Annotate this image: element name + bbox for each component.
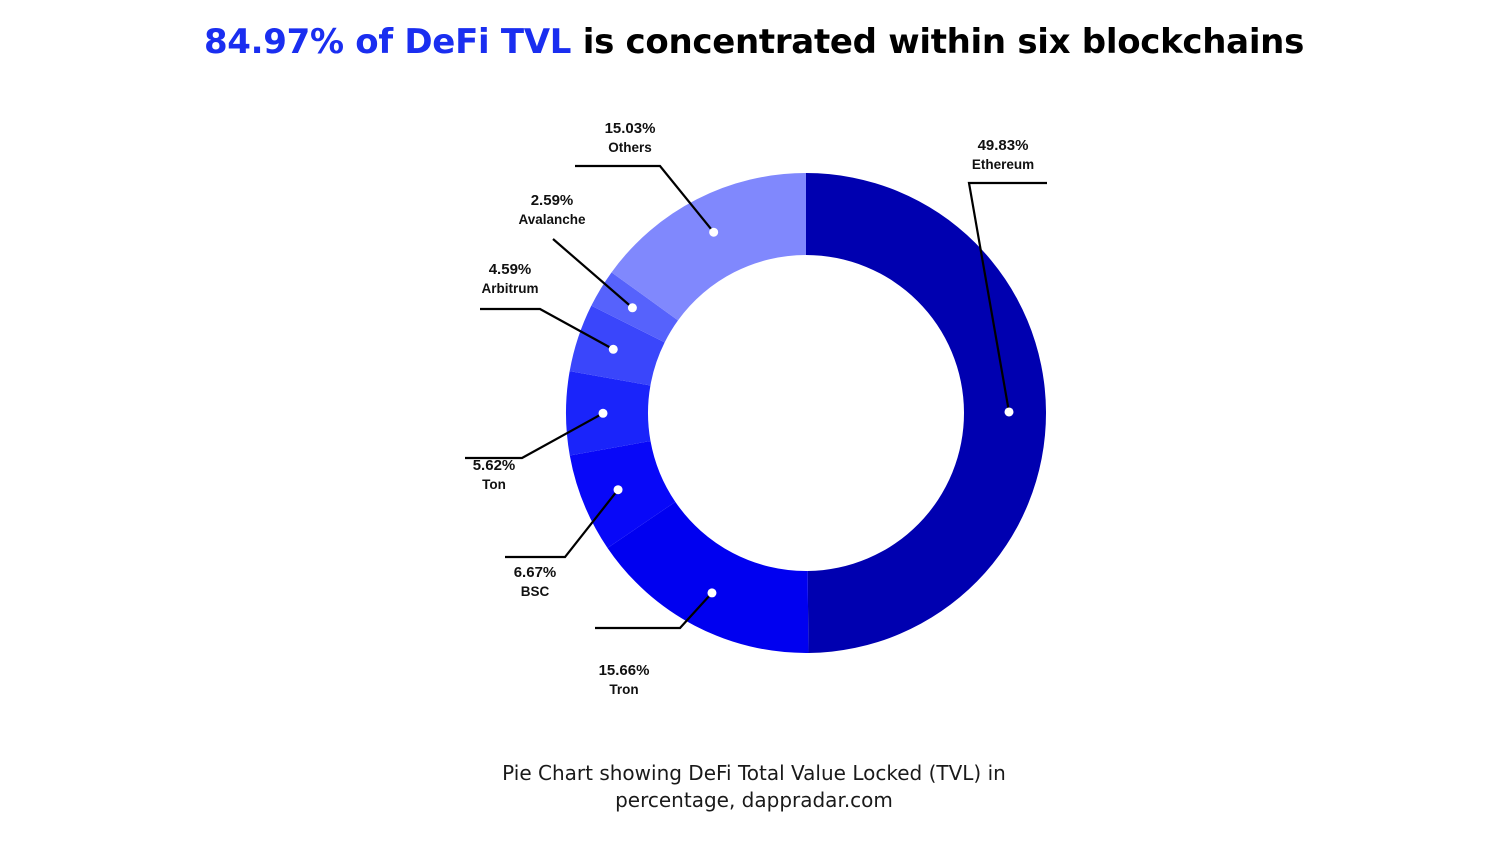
- leader-line-arbitrum: [480, 307, 614, 351]
- leader-dot-ethereum: [1004, 407, 1014, 417]
- slice-name-label-arbitrum: Arbitrum: [482, 281, 539, 296]
- slice-name-label-ton: Ton: [482, 477, 506, 492]
- chart-caption: Pie Chart showing DeFi Total Value Locke…: [0, 760, 1508, 814]
- leader-dot-tron: [707, 588, 717, 598]
- slice-value-label-tron: 15.66%: [599, 662, 650, 679]
- slice-ethereum: [806, 172, 1047, 653]
- slice-name-label-avalanche: Avalanche: [518, 212, 586, 227]
- slice-value-label-arbitrum: 4.59%: [489, 261, 532, 278]
- leader-line-avalanche: [552, 238, 634, 309]
- slice-arbitrum: [569, 305, 665, 386]
- leader-dot-avalanche: [627, 303, 637, 313]
- slice-ton: [566, 371, 651, 456]
- chart-title-highlight: 84.97% of DeFi TVL: [203, 22, 572, 62]
- slice-name-label-ethereum: Ethereum: [972, 157, 1034, 172]
- chart-title: 84.97% of DeFi TVL is concentrated withi…: [0, 22, 1508, 62]
- slice-value-label-ton: 5.62%: [473, 457, 516, 474]
- caption-line-2: percentage, dappradar.com: [615, 788, 893, 812]
- slice-value-label-others: 15.03%: [605, 120, 656, 137]
- leader-line-tron: [595, 592, 713, 630]
- slice-value-label-bsc: 6.67%: [514, 564, 557, 581]
- leader-dot-bsc: [613, 485, 623, 495]
- slice-others: [611, 173, 806, 321]
- leader-line-others: [575, 164, 715, 233]
- slice-name-label-others: Others: [608, 140, 652, 155]
- slice-value-label-avalanche: 2.59%: [531, 192, 574, 209]
- slice-name-label-tron: Tron: [609, 682, 638, 697]
- leader-dot-arbitrum: [608, 344, 618, 354]
- leader-line-bsc: [505, 489, 619, 559]
- chart-title-rest: is concentrated within six blockchains: [571, 22, 1305, 62]
- slice-tron: [607, 501, 809, 653]
- caption-line-1: Pie Chart showing DeFi Total Value Locke…: [502, 761, 1006, 785]
- slice-value-label-ethereum: 49.83%: [978, 137, 1029, 154]
- slice-name-label-bsc: BSC: [521, 584, 550, 599]
- leader-dot-others: [709, 227, 719, 237]
- slice-bsc: [569, 440, 676, 548]
- leader-line-ethereum: [967, 181, 1047, 413]
- leader-dot-ton: [598, 408, 608, 418]
- leader-line-ton: [465, 412, 604, 460]
